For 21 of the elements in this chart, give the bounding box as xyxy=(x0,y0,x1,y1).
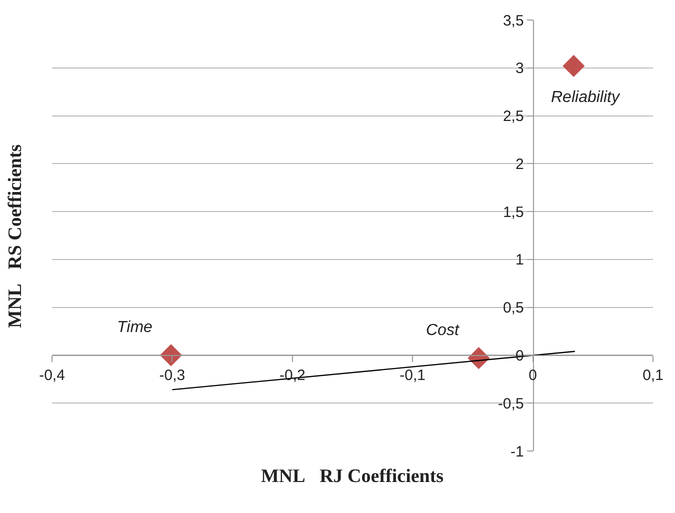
x-tick-label: 0 xyxy=(528,367,537,384)
y-tick-label: 3 xyxy=(515,60,524,78)
x-tick-label: -0,1 xyxy=(400,367,426,384)
y-tick-label: 1,5 xyxy=(502,204,524,221)
x-tick-label: -0,3 xyxy=(159,367,186,384)
y-axis-title: MNL RS Coefficients xyxy=(4,144,26,328)
y-tick-label: 1 xyxy=(515,252,524,269)
y-tick-label: 2 xyxy=(515,156,524,173)
y-tick-label: 0,5 xyxy=(502,300,524,317)
y-tick-label: 3,5 xyxy=(502,12,524,30)
annotation: Reliability xyxy=(551,89,620,106)
y-tick-label: -1 xyxy=(510,443,524,460)
annotation: Cost xyxy=(426,322,460,339)
annotation: Time xyxy=(117,319,153,336)
y-tick-label: -0,5 xyxy=(498,395,524,412)
point xyxy=(160,344,182,366)
y-tick-label: 2,5 xyxy=(502,108,524,126)
x-tick-label: 0,1 xyxy=(642,367,664,384)
x-axis-title: MNL RJ Coefficients xyxy=(261,466,444,487)
x-tick-label: -0,4 xyxy=(39,367,65,384)
point xyxy=(562,54,585,78)
